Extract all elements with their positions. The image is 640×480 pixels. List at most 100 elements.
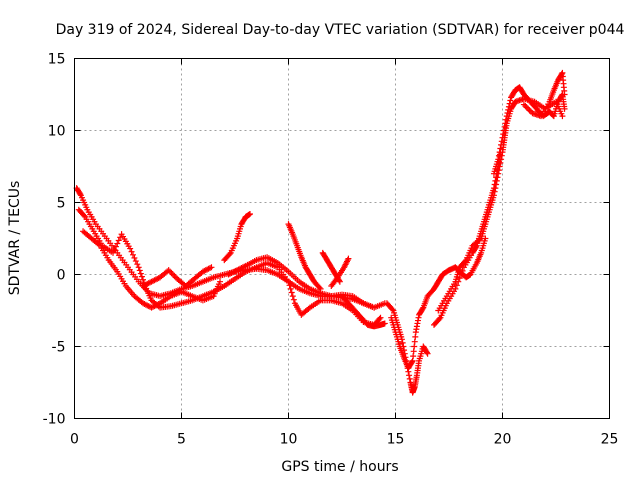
data-point (525, 105, 532, 112)
data-point (117, 234, 124, 241)
data-point (522, 103, 529, 110)
data-point (505, 103, 512, 110)
data-point (131, 254, 138, 261)
data-point (406, 372, 413, 379)
x-tick-label: 5 (177, 432, 186, 448)
data-point (406, 375, 413, 382)
series-track-k (383, 300, 431, 396)
x-tick-label: 0 (70, 432, 79, 448)
data-point (136, 267, 143, 274)
data-point (377, 314, 384, 321)
data-point (423, 349, 430, 356)
y-tick-label: 0 (57, 268, 66, 284)
data-point (499, 134, 506, 141)
series-track-f (225, 254, 378, 311)
data-point (137, 270, 144, 277)
data-point (493, 181, 500, 188)
series-track-h (319, 249, 343, 285)
data-point (128, 248, 135, 255)
data-point (290, 296, 297, 303)
data-point (495, 152, 502, 159)
x-tick-label: 10 (280, 432, 298, 448)
series-track-n (435, 95, 566, 314)
data-point (246, 211, 253, 218)
y-tick-label: 5 (57, 196, 66, 212)
data-point (81, 212, 88, 219)
data-point (167, 268, 174, 275)
data-point (217, 278, 224, 285)
data-point (459, 267, 466, 274)
data-point (507, 97, 514, 104)
data-point (208, 264, 215, 271)
data-point (497, 159, 504, 166)
data-point (289, 293, 296, 300)
axis-ticks: 0 5 10 15 20 25 -10 -5 0 5 10 15 (43, 52, 619, 448)
data-point (110, 249, 117, 256)
data-point (561, 91, 568, 98)
data-point (408, 359, 415, 366)
data-point (494, 174, 501, 181)
data-point (502, 120, 509, 127)
data-point (286, 282, 293, 289)
data-point (114, 240, 121, 247)
y-tick-label: 10 (48, 124, 66, 140)
data-point (561, 105, 568, 112)
series-track-g (285, 221, 324, 292)
data-point (506, 100, 513, 107)
data-point (226, 251, 233, 258)
plot-frame (74, 58, 610, 419)
data-point (115, 237, 122, 244)
data-point (135, 264, 142, 271)
data-point (399, 339, 406, 346)
series-track-p (520, 69, 568, 120)
data-point (336, 278, 343, 285)
data-point (491, 188, 498, 195)
data-point (111, 246, 118, 253)
data-point (138, 273, 145, 280)
data-point (169, 271, 176, 278)
x-tick-label: 15 (387, 432, 405, 448)
data-point (316, 284, 323, 291)
x-tick-label: 25 (601, 432, 619, 448)
series-track-d (139, 264, 215, 290)
data-point (498, 138, 505, 145)
data-point (462, 258, 469, 265)
chart-title: Day 319 of 2024, Sidereal Day-to-day VTE… (56, 22, 625, 38)
y-tick-label: -10 (43, 412, 66, 428)
y-tick-label: -5 (52, 340, 66, 356)
data-point (381, 320, 388, 327)
data-point (132, 258, 139, 265)
data-point (496, 149, 503, 156)
data-point (490, 192, 497, 199)
x-tick-label: 20 (494, 432, 512, 448)
data-point (498, 141, 505, 148)
data-point (419, 305, 426, 312)
data-point (129, 251, 136, 258)
data-point (500, 127, 507, 134)
data-point (287, 285, 294, 292)
data-point (288, 289, 295, 296)
data-point (559, 113, 566, 120)
data-point (503, 113, 510, 120)
data-point (523, 104, 530, 111)
data-point (317, 285, 324, 292)
data-point (285, 278, 292, 285)
data-point (493, 177, 500, 184)
series-track-j (339, 293, 388, 330)
data-points (73, 69, 568, 396)
y-axis-label: SDTVAR / TECUs (7, 181, 23, 296)
data-point (492, 185, 499, 192)
data-point (77, 191, 84, 198)
data-point (139, 276, 146, 283)
data-point (503, 116, 510, 123)
data-point (436, 315, 443, 322)
series-track-b (75, 206, 384, 328)
y-tick-label: 15 (48, 52, 66, 68)
data-point (376, 315, 383, 322)
series-track-o (490, 84, 568, 177)
data-point (453, 282, 460, 289)
data-point (526, 107, 533, 114)
data-point (456, 275, 463, 282)
data-point (127, 245, 134, 252)
